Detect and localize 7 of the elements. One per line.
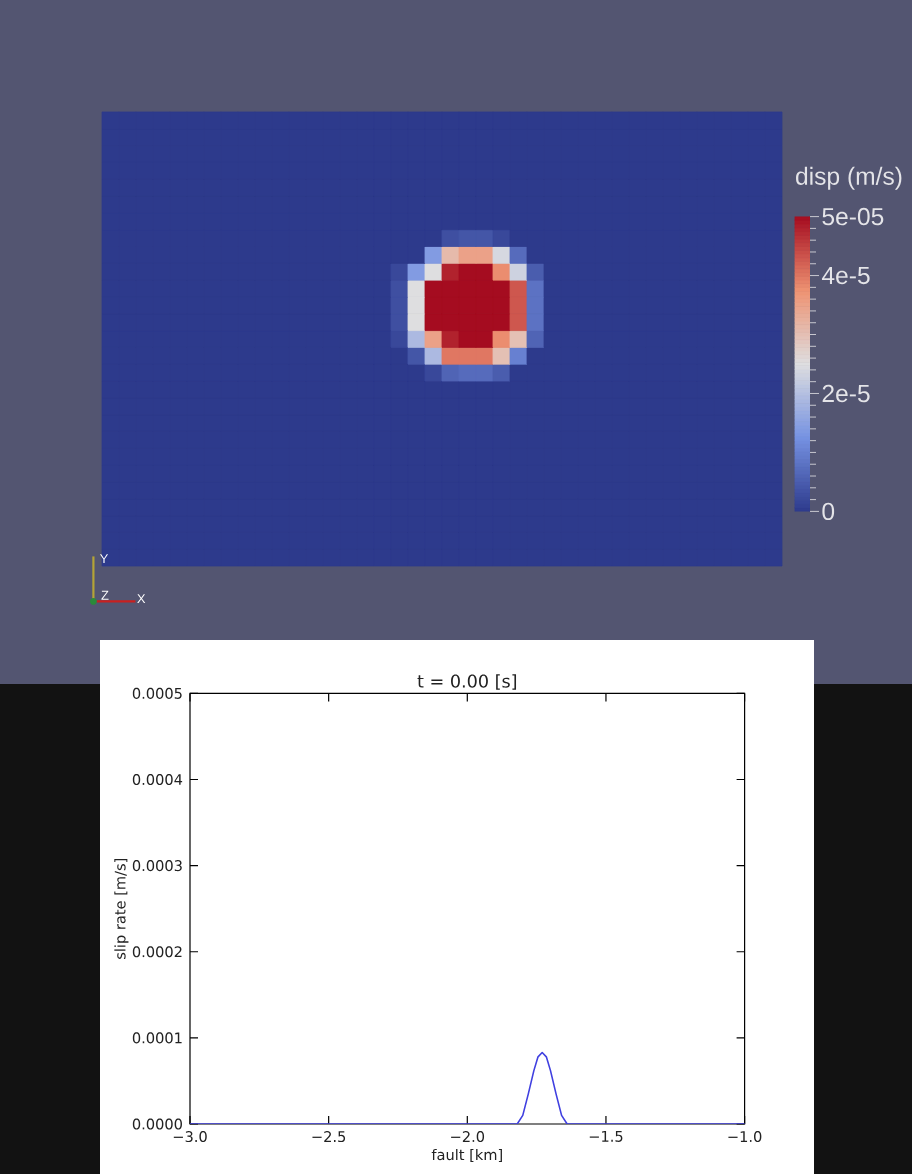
color-bar-label: 0 — [822, 502, 835, 521]
color-bar-title: disp (m/s) — [796, 166, 902, 190]
color-bar-label: 5e-05 — [822, 207, 884, 226]
chart-title: t = 0.00 [s] — [417, 674, 517, 690]
color-bar-label: 2e-5 — [822, 384, 870, 403]
line-series — [190, 1051, 745, 1124]
color-bar-label: 4e-5 — [821, 266, 870, 285]
